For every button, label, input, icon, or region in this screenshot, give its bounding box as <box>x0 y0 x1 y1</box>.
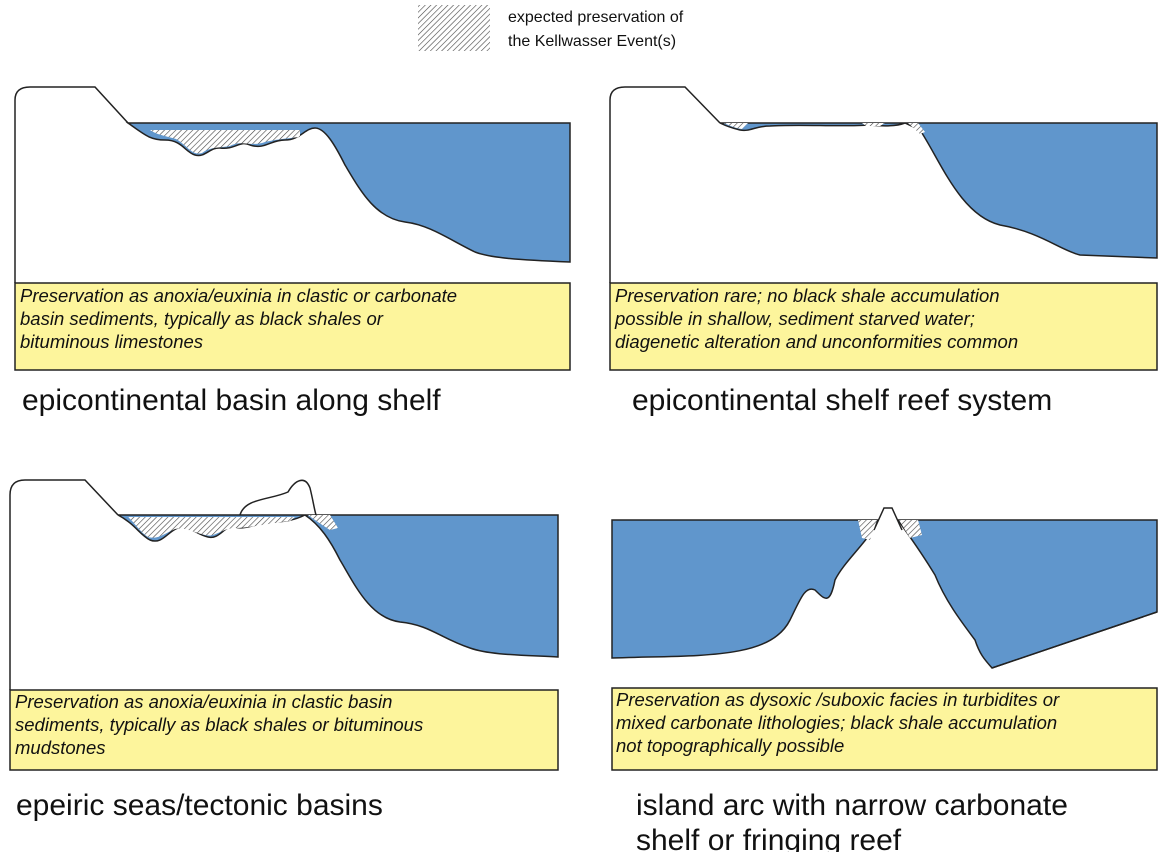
note-line: Preservation as anoxia/euxinia in clasti… <box>15 691 392 712</box>
sea <box>118 515 558 657</box>
note-line: mixed carbonate lithologies; black shale… <box>616 712 1057 733</box>
sea <box>612 520 878 658</box>
panel-title: island arc with narrow carbonate <box>636 789 1068 822</box>
note-line: not topographically possible <box>616 735 844 756</box>
land-profile <box>10 480 118 690</box>
legend-text: the Kellwasser Event(s) <box>508 33 676 50</box>
sea <box>898 520 1157 668</box>
legend-text: expected preservation of <box>508 9 684 26</box>
note-line: basin sediments, typically as black shal… <box>20 308 384 329</box>
land-profile <box>610 87 720 283</box>
panel: Preservation rare; no black shale accumu… <box>610 87 1157 417</box>
note-line: mudstones <box>15 737 106 758</box>
note-line: bituminous limestones <box>20 331 203 352</box>
island-outline <box>240 480 316 515</box>
note-line: diagenetic alteration and unconformities… <box>615 331 1018 352</box>
diagram: expected preservation of the Kellwasser … <box>0 0 1159 852</box>
note-line: possible in shallow, sediment starved wa… <box>614 308 975 329</box>
panel: Preservation as dysoxic /suboxic facies … <box>612 508 1157 852</box>
note-line: Preservation as dysoxic /suboxic facies … <box>616 689 1060 710</box>
panel-title: epicontinental basin along shelf <box>22 384 441 417</box>
panel: Preservation as anoxia/euxinia in clasti… <box>15 87 570 417</box>
panel: Preservation as anoxia/euxinia in clasti… <box>10 480 558 822</box>
hatched-deposit <box>899 520 922 538</box>
note-line: Preservation rare; no black shale accumu… <box>615 285 1000 306</box>
note-line: Preservation as anoxia/euxinia in clasti… <box>20 285 457 306</box>
sea <box>720 123 1157 258</box>
panel-title: epeiric seas/tectonic basins <box>16 789 383 822</box>
hatched-deposit <box>128 517 295 538</box>
panel-title: epicontinental shelf reef system <box>632 384 1052 417</box>
legend-swatch <box>418 5 490 51</box>
note-line: sediments, typically as black shales or … <box>15 714 423 735</box>
panel-title: shelf or fringing reef <box>636 824 902 852</box>
hatched-deposit <box>150 130 300 154</box>
land-profile <box>15 87 128 283</box>
island-peak <box>874 508 902 530</box>
